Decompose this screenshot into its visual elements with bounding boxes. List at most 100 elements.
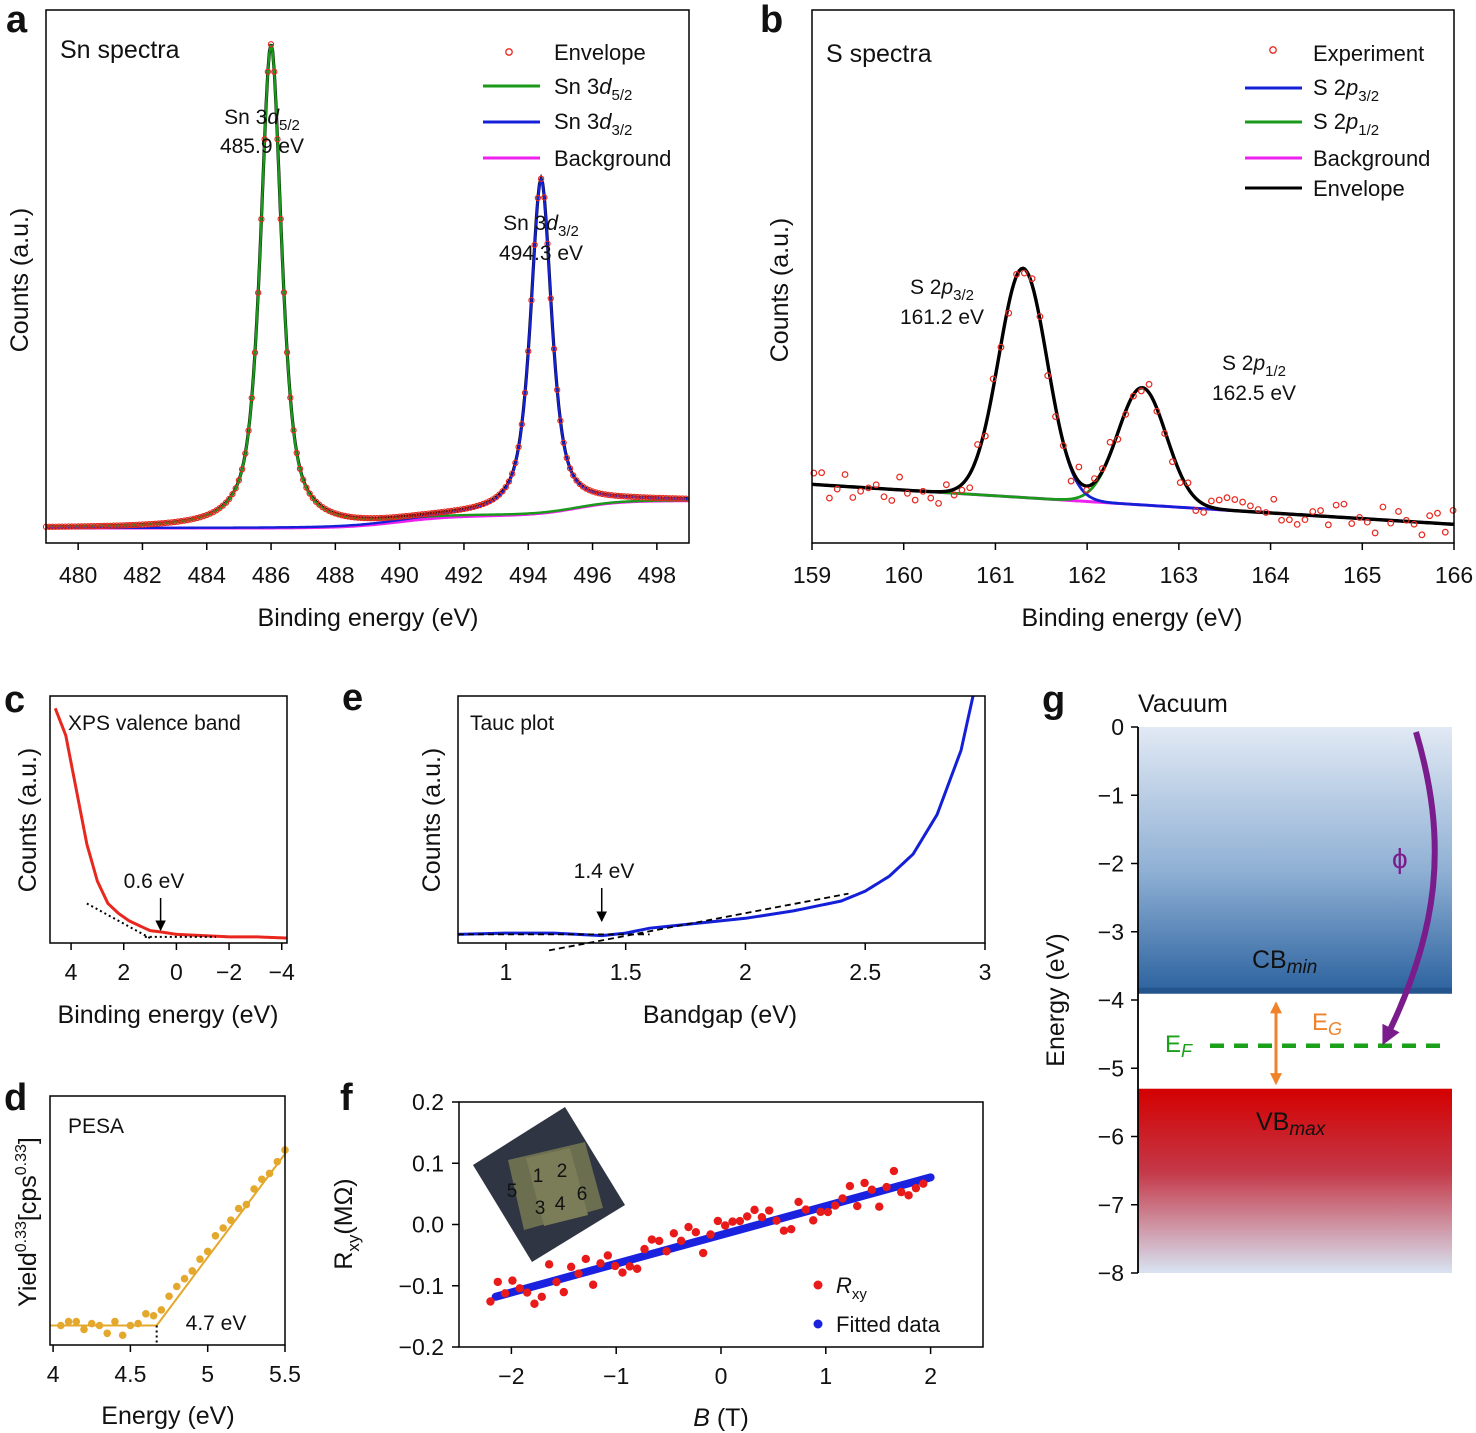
d-data-point <box>219 1224 227 1232</box>
f-ytick-label: −0.2 <box>399 1334 444 1360</box>
f-ytick-label: 0.2 <box>412 1089 444 1115</box>
f-rxy-point <box>809 1216 818 1225</box>
a-envelope-point <box>377 514 384 522</box>
f-rxy-point <box>662 1247 671 1256</box>
f-inset-label-5: 5 <box>507 1181 518 1202</box>
f-rxy-point <box>904 1191 913 1200</box>
a-envelope-point <box>380 514 387 522</box>
a-envelope-point <box>251 349 259 356</box>
g-ytick-label: −4 <box>1098 987 1124 1013</box>
a-envelope-point <box>229 491 236 498</box>
b-experiment-point <box>1309 508 1317 515</box>
f-rxy-point <box>581 1254 591 1264</box>
b-legend-background: Background <box>1313 146 1430 171</box>
f-plot-layer: −2 −1 0 1 2−0.2−0.10.00.10.2 <box>399 1089 937 1389</box>
b-experiment-point <box>1145 380 1153 388</box>
a-envelope-point <box>300 476 307 483</box>
a-envelope-point <box>139 521 146 528</box>
b-legend-s12: S 2p1/2 <box>1313 109 1379 139</box>
a-envelope-point <box>570 472 577 479</box>
a-envelope-point <box>537 175 545 182</box>
a-envelope-point <box>280 289 288 296</box>
b-experiment-point <box>1246 502 1254 510</box>
a-envelope-point <box>393 513 400 521</box>
a-envelope-point <box>351 514 358 521</box>
f-xtick-label: 2 <box>924 1363 937 1389</box>
a-envelope-point <box>303 484 310 491</box>
a-envelope-point <box>431 509 439 517</box>
f-rxy-point <box>816 1207 825 1217</box>
a-envelope-point <box>518 421 525 428</box>
a-envelope-point <box>640 494 648 501</box>
d-data-point <box>250 1185 258 1193</box>
f-rxy-point <box>610 1261 620 1271</box>
c-xtick-label: 0 <box>170 959 183 985</box>
e-tangent-dashed <box>548 892 849 952</box>
e-xtick-label: 2.5 <box>849 959 881 985</box>
b-experiment-point <box>849 494 857 501</box>
g-ylabel: Energy (eV) <box>1042 933 1070 1066</box>
a-envelope-point <box>116 522 124 529</box>
b-xtick-label: 163 <box>1160 562 1198 588</box>
a-envelope-point <box>521 389 529 396</box>
a-envelope-point <box>65 523 72 530</box>
a-envelope-point <box>264 68 271 75</box>
g-title: Vacuum <box>1138 690 1228 718</box>
d-data-point <box>111 1317 119 1326</box>
f-rxy-point <box>845 1181 855 1191</box>
f-rxy-point <box>647 1235 657 1244</box>
g-cb-edge <box>1138 987 1452 994</box>
a-envelope-point <box>75 523 82 530</box>
f-rxy-point <box>720 1221 730 1230</box>
f-ylabel: Rxy(MΩ) <box>330 1178 363 1269</box>
b-xtick-label: 159 <box>793 562 831 588</box>
b-experiment-point <box>1285 516 1293 524</box>
b-xtick-label: 162 <box>1068 562 1106 588</box>
b-experiment-point <box>1067 477 1075 485</box>
b-experiment-point <box>1013 270 1020 278</box>
a-envelope-point <box>676 495 683 502</box>
a-envelope-point <box>611 492 619 499</box>
c-ylabel: Counts (a.u.) <box>14 748 42 893</box>
a-ann-peak1-energy: 485.9 eV <box>220 135 304 158</box>
a-envelope-point <box>174 518 181 525</box>
a-envelope-point <box>71 523 79 530</box>
a-envelope-point <box>505 478 513 485</box>
f-rxy-point <box>706 1230 715 1239</box>
f-ytick-label: 0.1 <box>412 1150 444 1176</box>
b-experiment-point <box>872 481 880 489</box>
a-xtick-label: 488 <box>316 562 354 588</box>
a-envelope-point <box>557 417 564 424</box>
d-data-point <box>57 1321 65 1330</box>
d-data-point <box>118 1331 127 1340</box>
a-envelope-point <box>627 493 635 500</box>
b-experiment-point <box>1270 495 1278 503</box>
f-rxy-point <box>552 1277 561 1287</box>
a-envelope-point <box>290 427 297 434</box>
b-legend-exp-marker <box>1269 46 1277 54</box>
a-envelope-point <box>367 515 374 522</box>
a-envelope-point <box>528 297 535 304</box>
b-experiment-point <box>1098 465 1106 473</box>
f-frame <box>458 1101 984 1348</box>
g-ytick-label: −1 <box>1098 782 1124 808</box>
b-experiment-point <box>1106 438 1114 446</box>
a-envelope-point <box>644 494 651 501</box>
b-experiment-point <box>857 487 865 495</box>
d-data-point <box>87 1319 96 1328</box>
d-data-point <box>165 1292 173 1301</box>
a-envelope-point <box>373 514 381 522</box>
a-ann-peak1-label: Sn 3d5/2 <box>224 106 300 134</box>
b-xtick-label: 165 <box>1343 562 1381 588</box>
a-envelope-point <box>322 505 329 513</box>
f-inset-label-2: 2 <box>557 1161 568 1182</box>
d-data-point <box>203 1247 212 1256</box>
a-envelope-point <box>419 511 426 518</box>
f-rxy-point <box>574 1269 583 1278</box>
g-ytick-label: 0 <box>1111 714 1124 740</box>
d-data-point <box>80 1325 88 1334</box>
b-experiment-point <box>1317 507 1324 514</box>
b-experiment-point <box>981 432 989 440</box>
b-experiment-point <box>1363 518 1371 526</box>
a-envelope-point <box>412 511 419 519</box>
